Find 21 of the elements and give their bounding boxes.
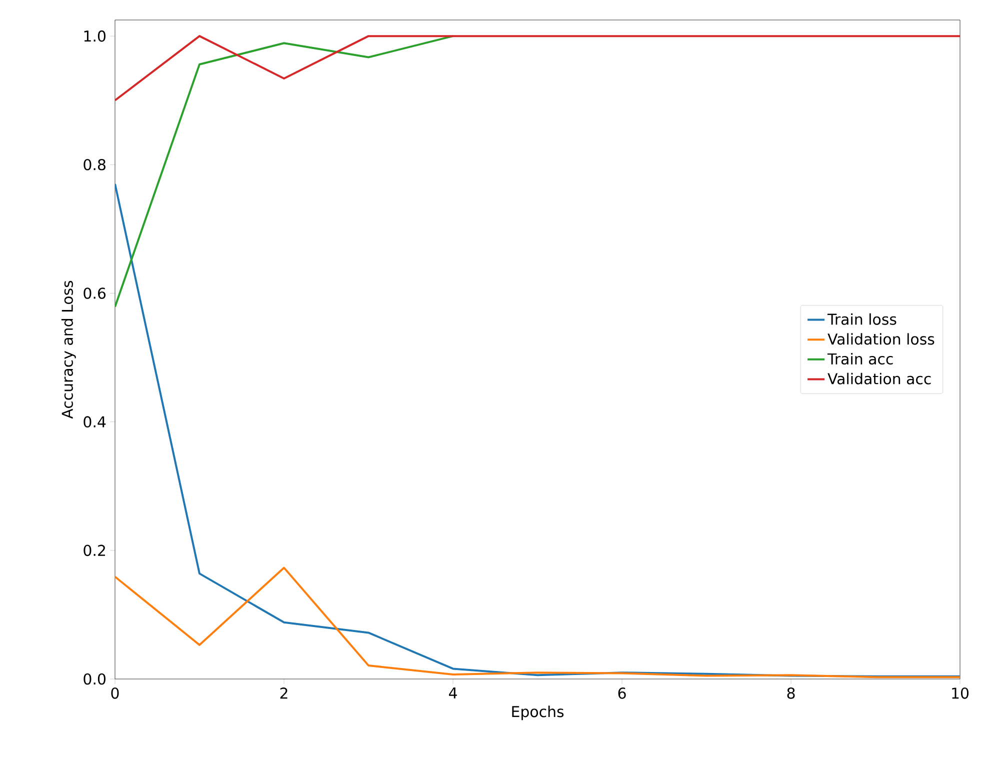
y-axis-title: Accuracy and Loss xyxy=(61,280,76,419)
line-series xyxy=(115,566,960,678)
x-tick-label: 10 xyxy=(952,688,969,699)
x-tick-label: 8 xyxy=(787,688,795,699)
legend-label: Train loss xyxy=(827,313,896,325)
y-tick-label: 1.0 xyxy=(84,30,106,42)
x-axis-title: Epochs xyxy=(512,706,564,720)
line-series xyxy=(115,35,454,308)
legend-label: Validation acc xyxy=(828,372,931,384)
x-tick-label: 0 xyxy=(111,688,119,699)
legend-label: Validation loss xyxy=(828,333,934,345)
x-tick-label: 6 xyxy=(618,688,626,699)
line-series xyxy=(115,182,960,678)
y-tick-label: 0.8 xyxy=(84,158,106,170)
y-tick-label: 0.4 xyxy=(84,416,106,428)
y-tick-label: 0.0 xyxy=(84,673,106,685)
legend-label: Train acc xyxy=(827,353,893,365)
x-tick-label: 2 xyxy=(280,688,288,699)
y-tick-label: 0.6 xyxy=(84,288,106,299)
y-tick-label: 0.2 xyxy=(84,544,105,556)
x-tick-label: 4 xyxy=(448,688,457,698)
